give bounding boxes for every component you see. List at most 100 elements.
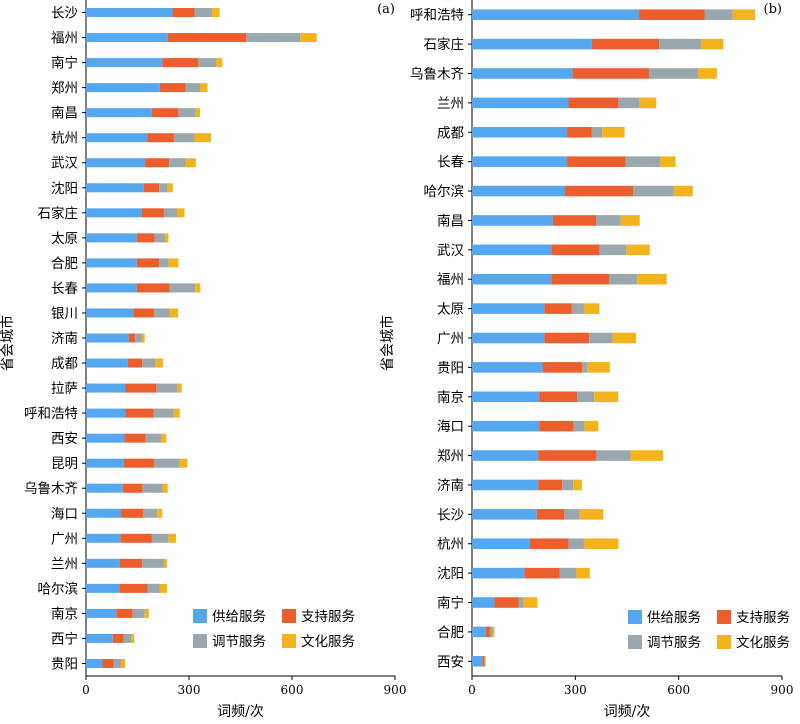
panel-a-category-label: 沈阳 [51, 181, 78, 197]
panel-a-bar-segment [86, 308, 134, 318]
panel-b-bar-segment [544, 332, 590, 344]
panel-a-legend-label: 调节服务 [212, 634, 266, 650]
panel-b-category-label: 贵阳 [437, 360, 464, 376]
panel-a-category-label: 南昌 [51, 106, 78, 122]
panel-b-bar-segment [701, 38, 724, 50]
panel-a-bar-segment [159, 183, 168, 193]
panel-b-x-tick-label: 900 [771, 683, 794, 697]
panel-a-category-label: 昆明 [51, 456, 78, 472]
panel-b-bar-segment [732, 9, 756, 20]
panel-b-bar-segment [583, 538, 619, 550]
panel-b-bar-segment [704, 9, 733, 20]
panel-a-category-label: 贵阳 [51, 656, 78, 672]
panel-b-bar-segment [552, 215, 596, 226]
panel-a-bar-segment [86, 233, 137, 243]
panel-a-bar-segment [86, 158, 146, 168]
panel-b-category-label: 成都 [437, 125, 464, 141]
panel-b-bar-segment [567, 156, 626, 167]
panel-b-bar-segment [472, 567, 525, 579]
panel-a-bar-segment [86, 58, 163, 68]
panel-b-bar-segment [523, 597, 538, 608]
panel-a-bar-segment [151, 533, 169, 543]
panel-a-bar-segment [153, 458, 180, 468]
panel-a-bar-segment [143, 508, 158, 518]
panel-a-category-label: 南宁 [51, 55, 78, 72]
panel-b-legend-swatch [717, 635, 731, 649]
panel-a-bar-segment [194, 8, 213, 18]
panel-b-category-label: 哈尔滨 [424, 184, 465, 200]
panel-b-bar-segment [539, 420, 574, 432]
panel-a-bar-segment [194, 133, 211, 143]
panel-a-category-label: 海口 [51, 506, 78, 522]
panel-a-bar-segment [161, 433, 167, 443]
panel-b-bar-segment [472, 391, 540, 403]
panel-b-bar-segment [630, 450, 664, 461]
panel-a-bar-segment [159, 258, 169, 268]
panel-b-legend-label: 调节服务 [647, 635, 701, 651]
panel-a-bar-segment [86, 183, 144, 193]
panel-a-bar-segment [151, 108, 179, 118]
panel-a-bar-segment [216, 58, 223, 68]
panel-a-legend-label: 支持服务 [301, 609, 355, 625]
panel-a-bar-segment [86, 633, 113, 643]
panel-b-bar-segment [602, 126, 625, 138]
panel-b-bar-segment [489, 626, 493, 638]
panel-b-bar-segment [472, 9, 640, 20]
panel-b-category-label: 乌鲁木齐 [410, 66, 464, 82]
panel-a-bar-segment [121, 508, 144, 518]
panel-a-bar-segment [122, 483, 143, 493]
panel-b-bar-segment [472, 244, 552, 256]
panel-a-category-label: 石家庄 [38, 205, 79, 222]
panel-a-category-label: 兰州 [51, 556, 78, 572]
panel-b-legend-swatch [717, 610, 731, 624]
panel-a-bar-segment [168, 533, 176, 543]
panel-a-bar-segment [169, 308, 179, 318]
panel-b-category-label: 石家庄 [424, 36, 465, 53]
panel-b-x-axis-title: 词频/次 [604, 704, 651, 720]
panel-b-bar-segment [649, 68, 698, 79]
panel-b-bar-segment [660, 156, 676, 167]
panel-a-bar-segment [86, 258, 137, 268]
panel-b-bar-segment [568, 538, 584, 550]
panel-a-bar-segment [86, 608, 117, 618]
panel-a-bar-segment [86, 83, 160, 93]
panel-a-bar-segment [136, 258, 160, 268]
panel-a-bar-segment [155, 358, 163, 368]
panel-a-bar-segment [153, 308, 170, 318]
panel-a-bar-segment [168, 258, 179, 268]
panel-a-bar-segment [198, 58, 217, 68]
panel-b-legend-swatch [628, 635, 642, 649]
panel-b-category-label: 西安 [437, 654, 464, 670]
panel-a-bar-segment [212, 8, 220, 18]
panel-b-bar-segment [562, 479, 574, 491]
panel-b-legend-label: 支持服务 [736, 610, 790, 626]
panel-a-bar-segment [164, 233, 169, 243]
panel-a-bar-segment [145, 433, 162, 443]
panel-b-bar-segment [620, 215, 640, 226]
panel-b-legend-label: 文化服务 [736, 635, 790, 651]
panel-b-bar-segment [536, 509, 565, 520]
panel-b-bar-segment [609, 273, 638, 285]
panel-a-category-label: 南京 [51, 606, 78, 622]
panel-b-bar-segment [472, 126, 568, 138]
panel-a-x-tick-label: 300 [178, 683, 201, 697]
panel-a-bar-segment [86, 458, 124, 468]
panel-b-category-label: 呼和浩特 [410, 8, 464, 24]
panel-a-bar-segment [177, 383, 182, 393]
panel-b-bar-segment [596, 450, 631, 461]
panel-a-bar-segment [125, 408, 154, 418]
panel-b-legend-swatch [628, 610, 642, 624]
panel-b-bar-segment [472, 479, 539, 491]
panel-a-category-label: 广州 [51, 531, 78, 547]
panel-a-bar-segment [116, 608, 133, 618]
panel-b-bar-segment [484, 656, 486, 667]
panel-a-bar-segment [86, 533, 121, 543]
panel-b-bar-segment [639, 97, 657, 109]
panel-b-category-label: 广州 [437, 331, 464, 347]
panel-a-category-label: 银川 [51, 306, 78, 322]
panel-a-bar-segment [159, 583, 168, 593]
panel-a-category-label: 合肥 [51, 256, 78, 272]
panel-a-bar-segment [143, 183, 160, 193]
panel-b-bar-segment [472, 450, 539, 461]
